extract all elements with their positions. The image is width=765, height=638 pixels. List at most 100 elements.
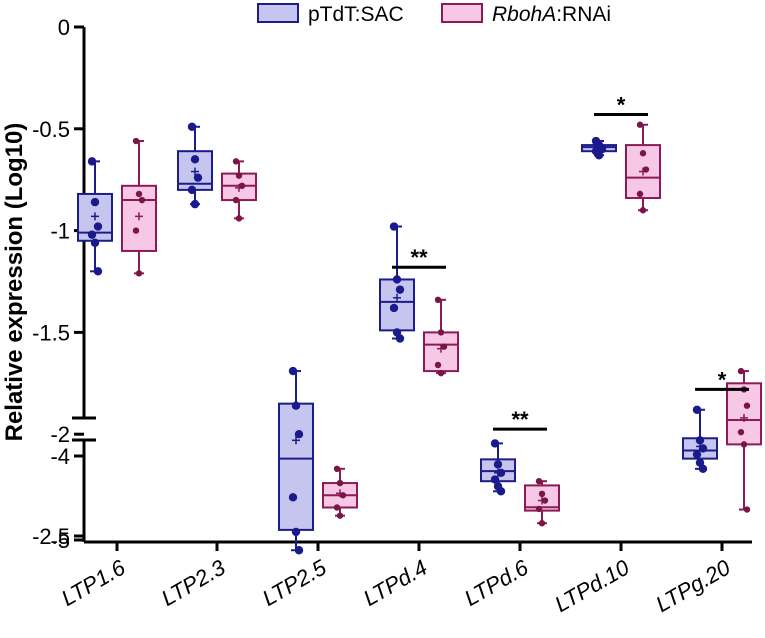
data-point — [187, 122, 197, 131]
box-ptdt-sac-ltp2-5 — [278, 366, 314, 555]
box-rboha-rnai-ltpd-4 — [423, 296, 459, 377]
data-point — [698, 444, 708, 453]
significance-label: ** — [410, 245, 428, 270]
data-point — [698, 464, 708, 474]
y-tick-label: -1 — [50, 219, 70, 244]
box-ptdt-sac-ltp2-3 — [177, 122, 213, 209]
data-point — [193, 173, 203, 182]
data-point — [288, 493, 298, 502]
data-point — [496, 468, 506, 477]
significance-label: ** — [511, 407, 529, 432]
data-point — [743, 506, 751, 513]
data-point — [541, 497, 549, 504]
y-tick-label: -1.5 — [32, 320, 70, 345]
data-point — [87, 157, 97, 166]
box-rboha-rnai-ltp1-6 — [121, 137, 157, 277]
data-point — [288, 366, 298, 376]
data-point — [642, 166, 650, 173]
category-label-ltpd-6: LTPd.6 — [460, 554, 533, 611]
data-point — [535, 478, 543, 485]
data-point — [392, 275, 402, 284]
data-point — [132, 137, 140, 145]
data-point — [90, 197, 100, 207]
data-point — [190, 199, 200, 209]
box-rboha-rnai-ltp2-5 — [322, 465, 358, 519]
box-rboha-rnai-ltpg-20 — [726, 367, 762, 513]
box-rboha-rnai-ltp2-3 — [221, 158, 257, 222]
data-point — [535, 505, 543, 513]
data-point — [692, 405, 702, 414]
category-label-ltp1-6: LTP1.6 — [57, 554, 130, 611]
box-ptdt-sac-ltpd-10 — [581, 136, 617, 160]
data-point — [737, 428, 745, 436]
category-label-ltp2-5: LTP2.5 — [258, 554, 331, 611]
box-ptdt-sac-ltp1-6 — [77, 157, 113, 276]
data-point — [695, 436, 705, 445]
y-tick-label: 0 — [58, 15, 70, 40]
data-point — [333, 465, 341, 473]
legend-label-ptdt-sac: pTdT:SAC — [308, 3, 404, 26]
significance-markers: ****** — [392, 93, 749, 432]
data-point — [538, 520, 546, 527]
data-point — [740, 441, 748, 448]
y-tick-label: -0.5 — [32, 117, 70, 142]
data-point — [294, 546, 304, 555]
y-tick-label: -2 — [50, 422, 70, 447]
significance-label: * — [617, 93, 626, 118]
box-ptdt-sac-ltpd-6 — [480, 439, 516, 496]
data-point — [336, 479, 344, 487]
data-point — [395, 334, 405, 343]
data-point — [235, 215, 243, 222]
y-tick-label: -2.5 — [32, 524, 70, 549]
data-point — [93, 267, 103, 276]
data-point — [135, 190, 143, 198]
significance-label: * — [718, 367, 727, 392]
data-point — [132, 227, 140, 234]
data-point — [294, 430, 304, 439]
data-point — [339, 492, 347, 499]
box-ptdt-sac-ltpd-4 — [379, 222, 415, 343]
category-label-ltpd-4: LTPd.4 — [359, 555, 432, 611]
data-point — [743, 402, 751, 409]
data-point — [235, 172, 243, 179]
data-point — [639, 150, 647, 157]
category-label-ltpd-10: LTPd.10 — [550, 554, 634, 617]
data-point — [594, 151, 604, 160]
legend-swatch-ptdt-sac — [257, 3, 299, 23]
box-iqr — [726, 382, 762, 446]
data-point — [490, 439, 500, 448]
data-point — [437, 329, 445, 336]
data-point — [434, 296, 442, 304]
legend: pTdT:SAC RbohA:RNAi — [257, 3, 611, 26]
boxes — [77, 121, 762, 555]
data-point — [93, 222, 103, 231]
data-point — [90, 238, 100, 248]
data-point — [538, 490, 546, 497]
data-point — [490, 475, 500, 484]
data-point — [135, 270, 143, 277]
box-rboha-rnai-ltpd-10 — [625, 121, 661, 214]
y-ticks: 0 -0.5 -1 -1.5 -2 -2.5 -4 -5 — [32, 15, 84, 553]
data-point — [190, 155, 200, 164]
data-point — [333, 504, 341, 511]
data-point — [87, 230, 97, 239]
box-iqr — [278, 402, 314, 531]
data-point — [238, 182, 246, 190]
data-point — [437, 369, 445, 377]
category-label-ltp2-3: LTP2.3 — [157, 554, 230, 611]
category-labels: LTP1.6 LTP2.3 LTP2.5 LTPd.4 LTPd.6 LTPd.10 LTP… — [57, 542, 735, 617]
box-ptdt-sac-ltpg-20 — [682, 405, 718, 474]
data-point — [639, 207, 647, 214]
data-point — [496, 487, 506, 496]
data-point — [232, 158, 240, 165]
legend-swatch-rboha-rnai — [441, 3, 483, 23]
y-axis-label: Relative expression (Log10) — [1, 123, 28, 442]
y-tick-label: -4 — [50, 444, 70, 469]
data-point — [138, 196, 146, 204]
data-point — [187, 185, 197, 195]
y-tick-label: -5 — [50, 528, 70, 553]
data-point — [636, 121, 644, 128]
data-point — [389, 303, 399, 313]
data-point — [395, 285, 405, 294]
data-point — [493, 460, 503, 469]
